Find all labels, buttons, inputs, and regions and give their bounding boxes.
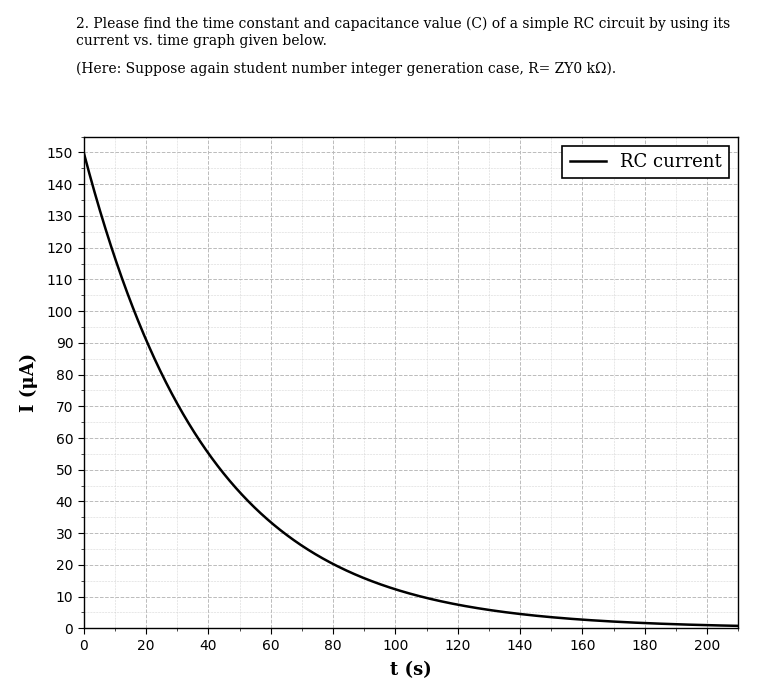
RC current <box>721 622 730 630</box>
Y-axis label: I (μA): I (μA) <box>21 353 39 412</box>
RC current <box>79 148 88 156</box>
Text: (Here: Suppose again student number integer generation case, R= ZY0 kΩ).: (Here: Suppose again student number inte… <box>76 61 616 76</box>
RC current <box>650 619 659 628</box>
Text: current vs. time graph given below.: current vs. time graph given below. <box>76 34 327 48</box>
RC current <box>734 622 743 630</box>
RC current <box>193 433 202 441</box>
Text: 2. Please find the time constant and capacitance value (C) of a simple RC circui: 2. Please find the time constant and cap… <box>76 17 731 31</box>
RC current <box>358 574 368 582</box>
Legend: RC current: RC current <box>562 145 729 178</box>
RC current <box>330 561 339 569</box>
Line: RC current: RC current <box>84 152 738 626</box>
X-axis label: t (s): t (s) <box>390 661 431 679</box>
RC current <box>154 363 163 371</box>
